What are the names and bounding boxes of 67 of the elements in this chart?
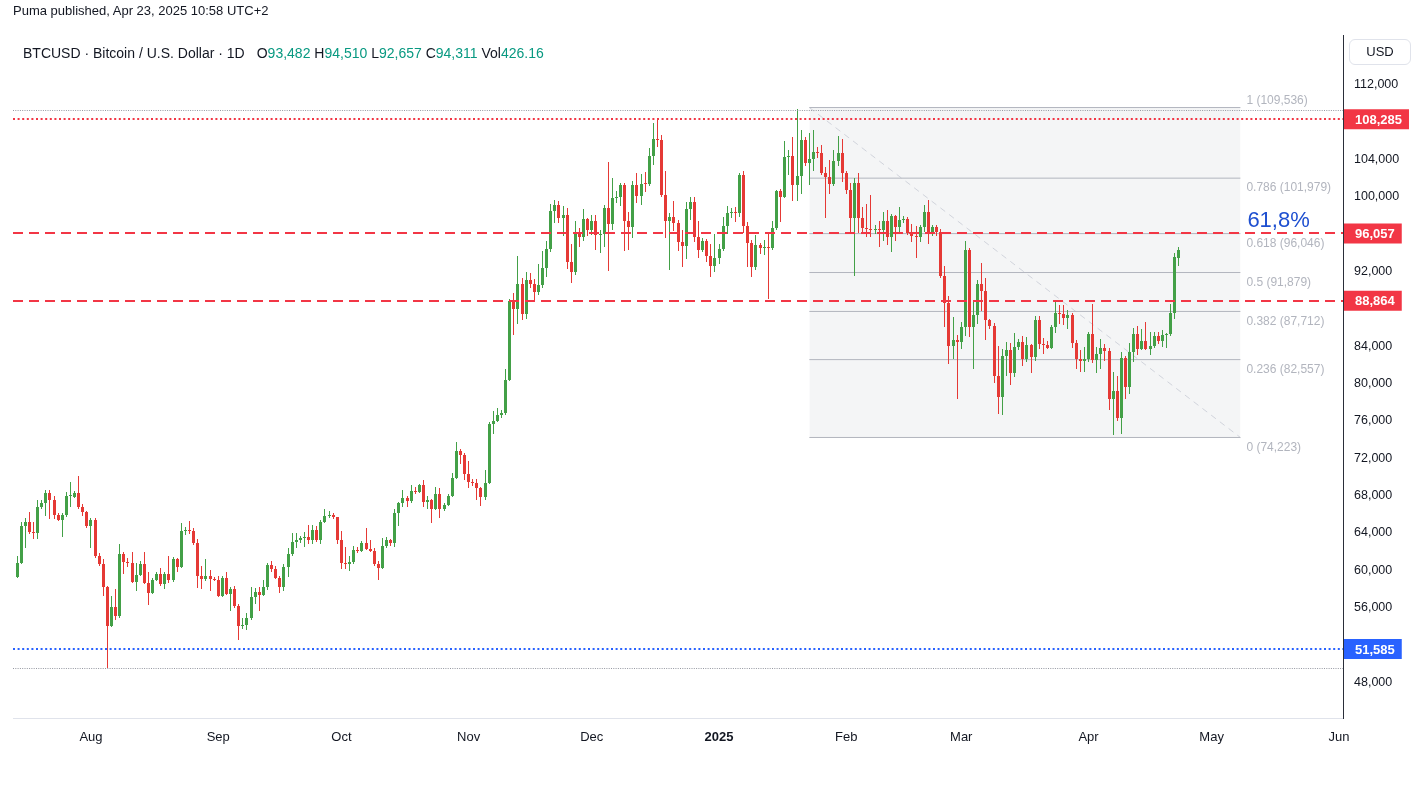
y-tick-label: 68,000 — [1354, 488, 1393, 503]
candlestick — [32, 522, 35, 539]
x-tick-label: Feb — [835, 729, 858, 745]
candlestick — [767, 234, 770, 299]
y-tick-label: 92,000 — [1354, 263, 1393, 278]
series-label: 0.236 (82,557) — [1246, 361, 1325, 376]
candlestick — [1165, 333, 1168, 348]
x-tick-label: Dec — [580, 729, 604, 745]
x-tick-label: Oct — [331, 729, 352, 745]
candlestick — [303, 532, 306, 547]
y-tick-label: 48,000 — [1354, 674, 1393, 689]
candlestick — [730, 208, 733, 218]
y-tick-label: 84,000 — [1354, 338, 1393, 353]
candlestick — [869, 195, 872, 237]
series-label: 1 (109,536) — [1246, 92, 1308, 107]
x-tick-label: Aug — [79, 729, 103, 745]
candlestick — [1042, 338, 1045, 354]
text: O93,482 H94,510 L92,657 C94,311 Vol426.16 — [256, 45, 544, 61]
y-tick-label: 100,000 — [1354, 189, 1400, 204]
candlestick — [599, 230, 602, 253]
candlestick — [644, 172, 647, 192]
y-tick-label: 112,000 — [1354, 76, 1399, 91]
candlestick — [1083, 347, 1086, 372]
series-label: 0.5 (91,879) — [1246, 274, 1312, 289]
candlestick — [1058, 305, 1061, 324]
candlestick — [915, 226, 918, 258]
candlestick — [1079, 350, 1082, 372]
candlestick — [824, 167, 827, 218]
candlestick — [344, 547, 347, 569]
candlestick — [69, 482, 72, 507]
candlestick — [956, 335, 959, 399]
y-tick-label: 76,000 — [1354, 413, 1393, 428]
x-tick-label: Sep — [206, 729, 230, 745]
text: BTCUSD · Bitcoin / U.S. Dollar · 1D — [23, 45, 245, 61]
candlestick — [188, 521, 191, 534]
annotation: 61,8% — [1247, 206, 1310, 232]
series-label: 0.382 (87,712) — [1246, 313, 1325, 328]
series-label: 0 (74,223) — [1246, 439, 1302, 454]
candlestick — [656, 119, 659, 147]
y-tick-label: 60,000 — [1354, 562, 1393, 577]
candlestick — [865, 204, 868, 237]
ref-line-label: 51,585 — [1355, 641, 1395, 657]
y-axis-title: USD — [1349, 39, 1411, 65]
candlestick — [734, 207, 737, 222]
series-label: 0.786 (101,979) — [1246, 180, 1332, 195]
candlestick — [615, 191, 618, 203]
y-tick-label: 56,000 — [1354, 600, 1393, 615]
x-tick-label: Nov — [457, 729, 481, 745]
candlestick — [787, 150, 790, 175]
candlestick — [241, 618, 244, 629]
candlestick — [808, 133, 811, 185]
y-tick-label: 72,000 — [1354, 450, 1393, 465]
x-tick-label: Jun — [1328, 729, 1350, 745]
x-tick-label: May — [1199, 729, 1225, 745]
series-label: 0.618 (96,046) — [1246, 235, 1325, 250]
x-tick-label: Mar — [950, 729, 974, 745]
ref-line-label: 96,057 — [1355, 226, 1395, 242]
y-tick-label: 104,000 — [1354, 151, 1400, 166]
candlestick — [763, 240, 766, 255]
x-tick-label: 2025 — [704, 729, 734, 745]
y-tick-label: 64,000 — [1354, 525, 1393, 540]
candlestick — [816, 147, 819, 158]
text: Puma published, Apr 23, 2025 10:58 UTC+2 — [13, 3, 269, 19]
ref-line-label: 88,864 — [1355, 293, 1396, 309]
ref-line-label: 108,285 — [1355, 111, 1402, 127]
x-tick-label: Apr — [1078, 729, 1100, 745]
y-tick-label: 80,000 — [1354, 375, 1393, 390]
